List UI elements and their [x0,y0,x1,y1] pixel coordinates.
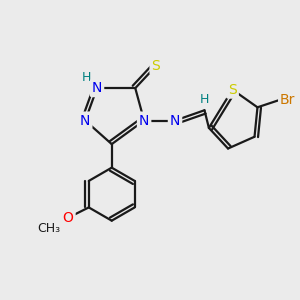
Text: CH₃: CH₃ [38,221,61,235]
Text: S: S [152,59,160,73]
Text: S: S [228,82,237,97]
Text: N: N [170,114,180,128]
Text: H: H [200,93,209,106]
Text: N: N [139,114,149,128]
Text: O: O [63,211,74,225]
Text: Br: Br [280,93,295,107]
Text: N: N [92,81,102,95]
Text: H: H [82,71,92,84]
Text: N: N [80,114,90,128]
